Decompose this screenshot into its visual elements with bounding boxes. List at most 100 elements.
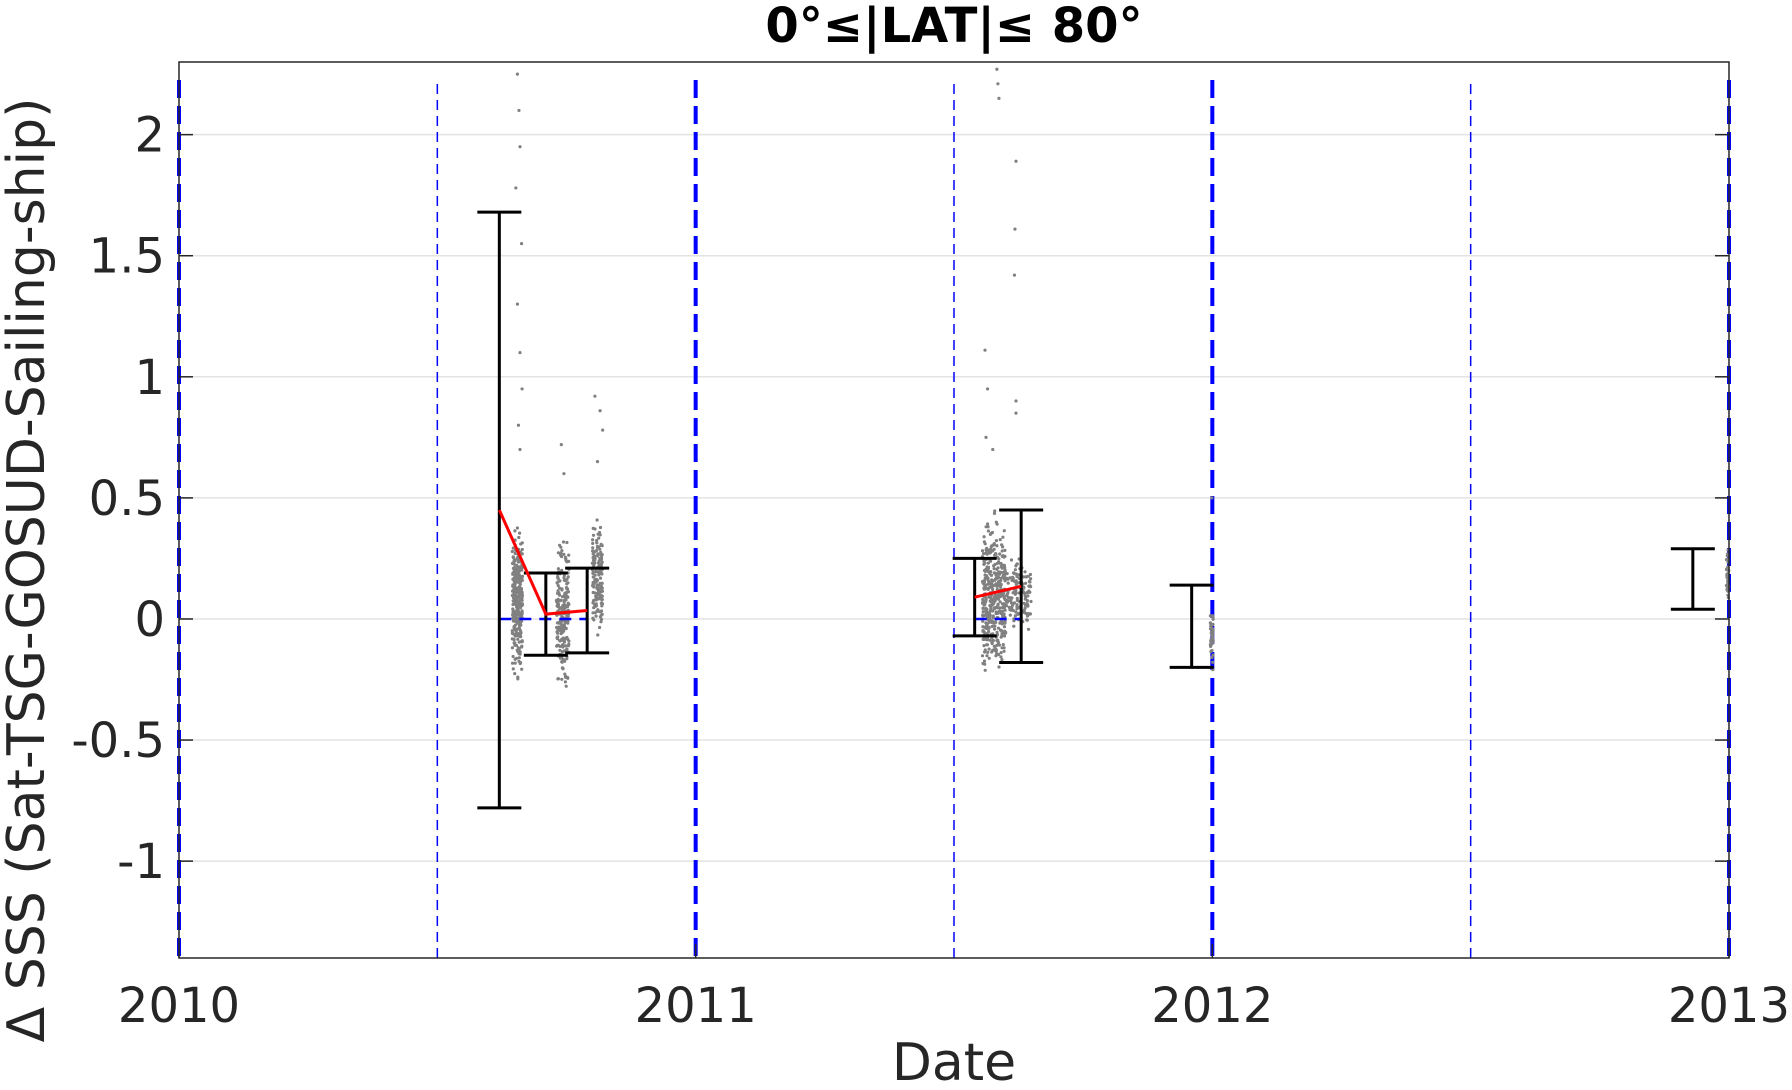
- scatter-point: [988, 657, 991, 660]
- scatter-point: [564, 557, 567, 560]
- scatter-point: [1000, 629, 1003, 632]
- scatter-point: [1001, 646, 1004, 649]
- scatter-point: [1006, 578, 1009, 581]
- scatter-point: [517, 575, 520, 578]
- scatter-point: [558, 649, 561, 652]
- scatter-point: [1010, 608, 1013, 611]
- scatter-point: [984, 573, 987, 576]
- scatter-point: [1013, 274, 1016, 277]
- scatter-point: [560, 443, 563, 446]
- scatter-point: [982, 644, 985, 647]
- scatter-point: [981, 549, 984, 552]
- scatter-point: [513, 566, 516, 569]
- scatter-point: [567, 575, 570, 578]
- scatter-point: [561, 645, 564, 648]
- scatter-point: [515, 557, 518, 560]
- scatter-point: [514, 571, 517, 574]
- scatter-point: [1003, 622, 1006, 625]
- scatter-point: [1003, 625, 1006, 628]
- scatter-point: [1210, 656, 1213, 659]
- scatter-point: [984, 648, 987, 651]
- scatter-point: [565, 594, 568, 597]
- scatter-point: [601, 428, 604, 431]
- scatter-point: [989, 533, 992, 536]
- scatter-point: [995, 521, 998, 524]
- scatter-point: [984, 669, 987, 672]
- scatter-point: [1005, 604, 1008, 607]
- scatter-point: [563, 599, 566, 602]
- scatter-point: [511, 573, 514, 576]
- axis-ticks: -1-0.500.511.522010 2011 2012 2013: [71, 108, 1790, 1034]
- scatter-point: [1027, 612, 1030, 615]
- scatter-point: [513, 601, 516, 604]
- scatter-point: [996, 594, 999, 597]
- scatter-point: [513, 644, 516, 647]
- scatter-point: [984, 607, 987, 610]
- chart-canvas: -1-0.500.511.522010 2011 2012 2013 0°≤|LAT|…: [0, 0, 1792, 1090]
- scatter-point: [1014, 568, 1017, 571]
- scatter-point: [513, 616, 516, 619]
- scatter-point: [593, 527, 596, 530]
- scatter-point: [565, 627, 568, 630]
- scatter-point: [518, 532, 521, 535]
- scatter-point: [1209, 623, 1212, 626]
- scatter-point: [513, 672, 516, 675]
- scatter-point: [988, 618, 991, 621]
- scatter-point: [559, 546, 562, 549]
- scatter-point: [517, 561, 520, 564]
- scatter-point: [596, 583, 599, 586]
- scatter-point: [1002, 554, 1005, 557]
- scatter-point: [1026, 619, 1029, 622]
- scatter-point: [514, 186, 517, 189]
- scatter-point: [998, 644, 1001, 647]
- scatter-point: [519, 633, 522, 636]
- scatter-point: [1023, 611, 1026, 614]
- y-tick-label: 0: [134, 592, 165, 648]
- scatter-point: [1027, 628, 1030, 631]
- scatter-point: [985, 550, 988, 553]
- scatter-point: [1003, 650, 1006, 653]
- scatter-point: [518, 145, 521, 148]
- scatter-point: [1210, 632, 1213, 635]
- scatter-point: [985, 643, 988, 646]
- scatter-point: [995, 68, 998, 71]
- scatter-point: [511, 607, 514, 610]
- scatter-point: [516, 638, 519, 641]
- scatter-point: [594, 570, 597, 573]
- scatter-point: [998, 581, 1001, 584]
- scatter-point: [517, 536, 520, 539]
- scatter-point: [1012, 625, 1015, 628]
- scatter-point: [516, 581, 519, 584]
- scatter-point: [591, 584, 594, 587]
- scatter-point: [990, 545, 993, 548]
- scatter-point: [556, 636, 559, 639]
- scatter-point: [597, 537, 600, 540]
- scatter-point: [996, 82, 999, 85]
- error-bar: [1170, 585, 1214, 667]
- scatter-point: [511, 646, 514, 649]
- scatter-point: [567, 560, 570, 563]
- scatter-point: [512, 584, 515, 587]
- scatter-point: [982, 587, 985, 590]
- scatter-point: [994, 654, 997, 657]
- mean-lines: [499, 510, 1021, 614]
- scatter-point: [511, 590, 514, 593]
- scatter-point: [1013, 227, 1016, 230]
- scatter-point: [984, 613, 987, 616]
- scatter-point: [981, 662, 984, 665]
- scatter-point: [1001, 545, 1004, 548]
- scatter-point: [1002, 643, 1005, 646]
- y-tick-label: 2: [134, 108, 165, 164]
- scatter-point: [983, 603, 986, 606]
- scatter-point: [998, 570, 1001, 573]
- date-reference-lines: [179, 80, 1729, 958]
- scatter-point: [561, 595, 564, 598]
- scatter-point: [596, 554, 599, 557]
- scatter-point: [591, 611, 594, 614]
- scatter-point: [1014, 412, 1017, 415]
- scatter-point: [995, 644, 998, 647]
- scatter-point: [520, 577, 523, 580]
- scatter-point: [518, 650, 521, 653]
- scatter-point: [559, 657, 562, 660]
- scatter-point: [560, 678, 563, 681]
